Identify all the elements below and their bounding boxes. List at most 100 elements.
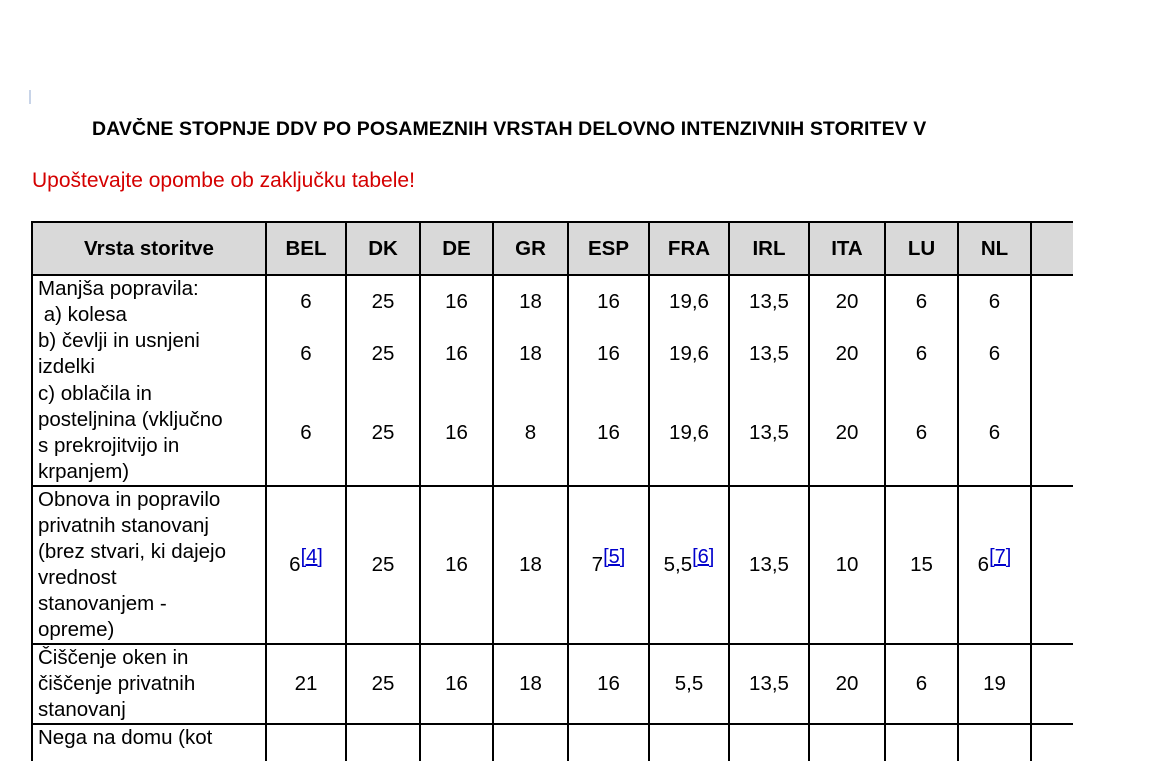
- rate-cell-at: 20: [1030, 485, 1073, 645]
- rate-cell-ita: 20: [808, 274, 886, 328]
- rate-cell-irl: 13,5: [728, 643, 810, 725]
- footnote-link[interactable]: [7]: [989, 546, 1012, 568]
- vat-table-container: Vrsta storitveBELDKDEGRESPFRAIRLITALUNLA…: [31, 221, 1073, 761]
- table-row: Manjša popravila: a) kolesa 6 25 16 18 16 19,6…: [31, 274, 1073, 328]
- table-header-row: Vrsta storitveBELDKDEGRESPFRAIRLITALUNLA…: [31, 221, 1073, 276]
- rate-value: 19,6: [669, 342, 709, 365]
- service-label-line: krpanjem): [38, 459, 130, 483]
- rate-value: 25: [371, 553, 395, 576]
- rate-cell-irl: 13,5: [728, 380, 810, 487]
- column-header-at: AT: [1030, 221, 1073, 276]
- rate-value: 16: [597, 290, 620, 313]
- rate-value: 6: [988, 342, 1001, 365]
- service-label-line: a) kolesa: [38, 303, 127, 326]
- rate-value: 18: [519, 342, 542, 365]
- rate-cell-de: 16: [419, 328, 494, 380]
- column-header-esp: ESP: [567, 221, 650, 276]
- rate-value: 13,5: [749, 553, 789, 576]
- rate-cell-esp: 16: [567, 328, 650, 380]
- service-label-line: čiščenje privatnih: [38, 672, 196, 695]
- rate-cell-at: 20: [1030, 274, 1073, 328]
- rate-value: 19,6: [669, 420, 709, 444]
- rate-value: 19,6: [669, 290, 709, 313]
- rate-value: 16: [445, 342, 468, 365]
- rate-value: 10: [835, 553, 859, 576]
- rate-cell-at: 20: [1030, 328, 1073, 380]
- service-label-line: Nega na domu (kot: [38, 726, 213, 749]
- rate-value: 16: [445, 672, 468, 695]
- table-row: Obnova in popravilo privatnih stanovanj (b…: [31, 485, 1073, 645]
- rate-value: 20: [835, 672, 859, 695]
- service-label-line: (brez stvari, ki dajejo: [38, 540, 226, 563]
- footnote-link[interactable]: [6]: [692, 546, 715, 568]
- rate-value: 25: [371, 342, 395, 365]
- rate-value: 16: [445, 553, 468, 576]
- rate-value: 18: [519, 553, 542, 576]
- rate-value: 18: [519, 290, 542, 313]
- rate-cell-fra: 19,6: [648, 328, 730, 380]
- rate-cell-fra: 5,5: [648, 643, 730, 725]
- rate-value: 6: [915, 672, 928, 695]
- rate-cell-dk: 25: [345, 380, 421, 487]
- service-label: b) čevlji in usnjeni izdelki: [31, 328, 267, 380]
- rate-cell-ita: 20: [808, 643, 886, 725]
- rate-value: 6: [300, 342, 312, 365]
- table-row: b) čevlji in usnjeni izdelki 6 25 16 18 16 19,6…: [31, 328, 1073, 380]
- rate-value: 18: [519, 672, 542, 695]
- service-label-line: b) čevlji in usnjeni: [38, 329, 200, 352]
- service-label-line: izdelki: [38, 355, 95, 378]
- service-label-line: opreme): [38, 618, 115, 641]
- rate-cell-lu: 15: [884, 485, 959, 645]
- rate-cell-dk: 25: [345, 643, 421, 725]
- rate-value: 21: [294, 672, 318, 695]
- column-header-bel: BEL: [265, 221, 347, 276]
- rate-cell-de: 16: [419, 643, 494, 725]
- rate-cell-irl: 13,5: [728, 485, 810, 645]
- service-label-line: c) oblačila in: [38, 381, 152, 405]
- rate-cell-nl: 6: [957, 380, 1032, 487]
- rate-value: 16: [445, 290, 468, 313]
- column-header-fra: FRA: [648, 221, 730, 276]
- rate-value: 6: [289, 553, 301, 576]
- rate-cell-nl: 6: [957, 328, 1032, 380]
- service-label: c) oblačila in posteljnina (vključno s pre…: [31, 380, 267, 487]
- service-label: Manjša popravila: a) kolesa: [31, 274, 267, 328]
- rate-cell-lu: 6: [884, 643, 959, 725]
- rate-cell-dk: 25: [345, 328, 421, 380]
- rate-value: 6: [988, 420, 1001, 444]
- rate-value: 20: [835, 420, 859, 444]
- rate-cell-bel: 6: [265, 328, 347, 380]
- service-label-line: Obnova in popravilo: [38, 488, 221, 511]
- rate-value: 6: [300, 290, 312, 313]
- rate-value: 20: [835, 290, 859, 313]
- service-label: Obnova in popravilo privatnih stanovanj (b…: [31, 485, 267, 645]
- rate-value: 13,5: [749, 290, 789, 313]
- rate-value: 25: [371, 290, 395, 313]
- service-label-line: stanovanj: [38, 698, 126, 721]
- rate-cell-gr: 8: [492, 380, 569, 487]
- service-label-line: posteljnina (vključno: [38, 407, 223, 431]
- rate-cell-dk: 25: [345, 274, 421, 328]
- rate-cell-esp: 16: [567, 380, 650, 487]
- rate-value: 15: [910, 553, 933, 576]
- rate-cell-fra: 19,6: [648, 274, 730, 328]
- rate-cell-lu: 6: [884, 380, 959, 487]
- rate-cell-lu: 6: [884, 328, 959, 380]
- rate-cell-dk: 25: [345, 485, 421, 645]
- table-row: c) oblačila in posteljnina (vključno s pre…: [31, 380, 1073, 487]
- footnote-link[interactable]: [5]: [603, 546, 626, 568]
- service-label-line: s prekrojitvijo in: [38, 433, 180, 457]
- rate-cell-nl: 6[7]: [957, 485, 1032, 645]
- column-header-nl: NL: [957, 221, 1032, 276]
- rate-cell-esp: 16: [567, 643, 650, 725]
- rate-cell-ita: 10: [808, 485, 886, 645]
- column-header-ita: ITA: [808, 221, 886, 276]
- rate-value: 13,5: [749, 420, 789, 444]
- rate-cell-at: 20: [1030, 643, 1073, 725]
- rate-cell-fra: 5,5[6]: [648, 485, 730, 645]
- rate-cell-at: 20: [1030, 380, 1073, 487]
- rate-value: 6: [300, 420, 312, 444]
- footnote-link[interactable]: [4]: [300, 546, 323, 568]
- rate-value: 5,5: [674, 672, 704, 695]
- rate-value: 7: [591, 553, 604, 576]
